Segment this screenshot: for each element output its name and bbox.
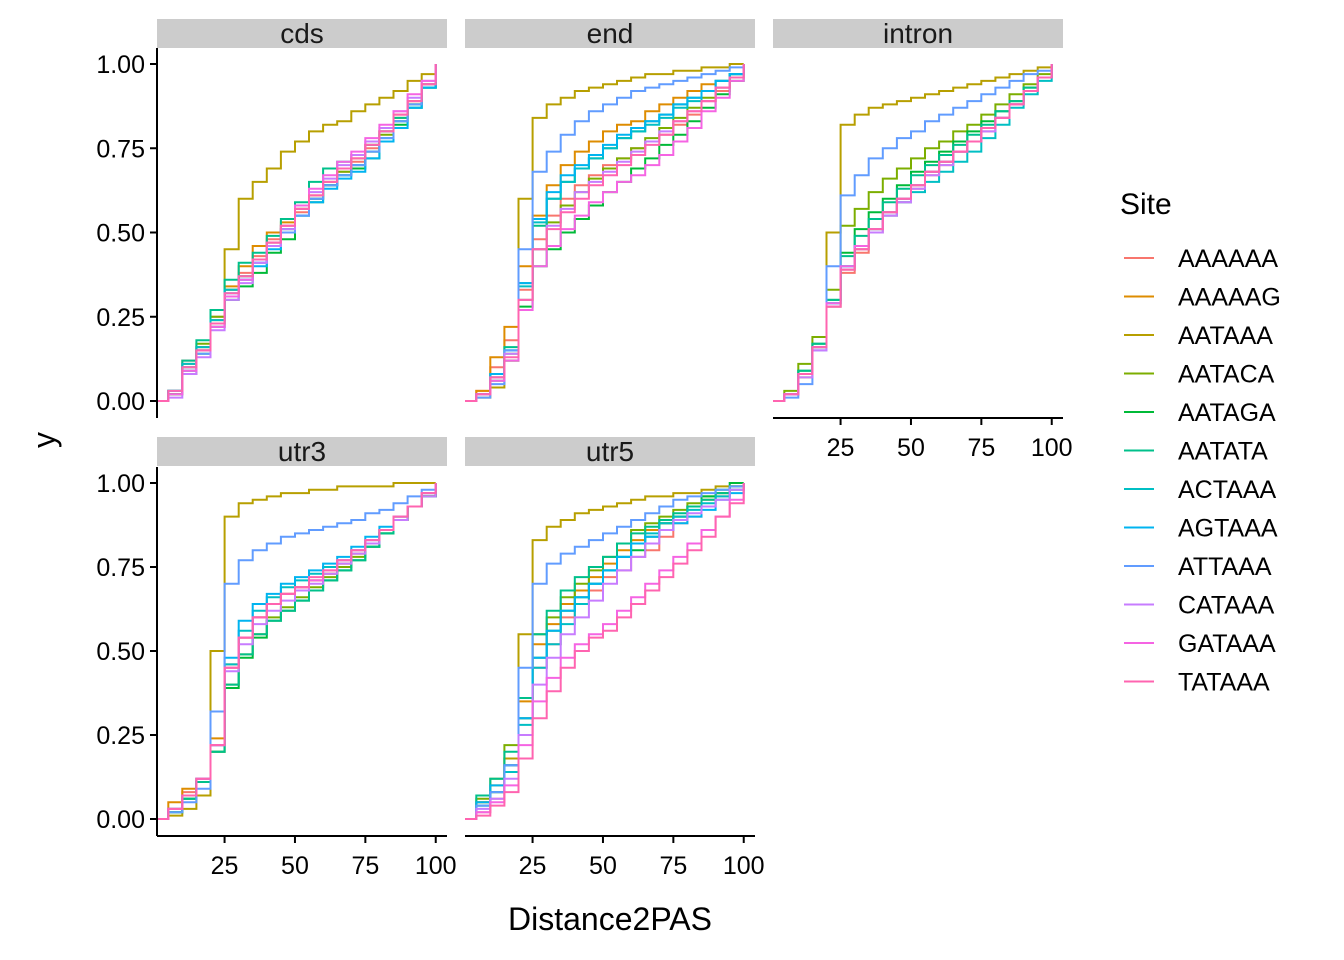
legend-item-attaaa: ATTAAA xyxy=(1124,553,1272,581)
y-tick-label: 0.50 xyxy=(96,638,145,666)
legend-item-agtaaa: AGTAAA xyxy=(1124,515,1278,543)
panel-utr5: utr5 25 50 75 100 xyxy=(465,436,765,880)
facet-strip-label: utr5 xyxy=(586,436,634,467)
legend-item-aataca: AATACA xyxy=(1124,361,1275,389)
legend-label: AATAGA xyxy=(1178,399,1276,427)
x-tick-label: 75 xyxy=(351,852,379,880)
series-line-attaaa xyxy=(465,483,745,820)
legend-label: AATAAA xyxy=(1178,322,1273,350)
legend-label: AATATA xyxy=(1178,438,1268,466)
facet-strip-label: intron xyxy=(883,18,953,49)
legend-item-actaaa: ACTAAA xyxy=(1124,476,1276,504)
series-line-tataaa xyxy=(465,64,745,402)
facet-strip xyxy=(465,437,755,466)
x-tick-label: 100 xyxy=(415,852,457,880)
y-tick-label: 0.75 xyxy=(96,135,145,163)
panel-cds: cds 0.00 0.25 0.50 0.75 1.00 xyxy=(96,18,447,418)
x-tick-label: 25 xyxy=(827,434,855,462)
series-line-tataaa xyxy=(773,64,1053,402)
x-tick-label: 100 xyxy=(1031,434,1073,462)
panel-utr3: utr3 0.00 0.25 0.50 0.75 1.00 25 50 75 100 xyxy=(96,436,456,880)
x-axis-title: Distance2PAS xyxy=(508,901,712,937)
series-line-attaaa xyxy=(157,483,437,820)
facet-strip xyxy=(157,19,447,48)
facet-strip-label: cds xyxy=(280,18,324,49)
y-tick-label: 1.00 xyxy=(96,51,145,79)
series-line-cataaa xyxy=(465,483,745,820)
series-line-attaaa xyxy=(465,64,745,402)
legend-title: Site xyxy=(1120,188,1172,221)
x-tick-label: 75 xyxy=(659,852,687,880)
y-tick-label: 0.25 xyxy=(96,304,145,332)
legend-item-aaaaaa: AAAAAA xyxy=(1124,245,1278,273)
legend-item-aaaaag: AAAAAG xyxy=(1124,284,1281,312)
legend-item-aataaa: AATAAA xyxy=(1124,322,1273,350)
x-tick-label: 50 xyxy=(589,852,617,880)
legend-item-cataaa: CATAAA xyxy=(1124,592,1275,620)
legend-label: AATACA xyxy=(1178,361,1275,389)
legend-label: AAAAAA xyxy=(1178,245,1278,273)
series-line-gataaa xyxy=(465,64,745,402)
x-tick-label: 75 xyxy=(967,434,995,462)
x-tick-label: 50 xyxy=(897,434,925,462)
legend-label: GATAAA xyxy=(1178,630,1276,658)
series-line-tataaa xyxy=(157,483,437,820)
facet-strip xyxy=(157,437,447,466)
series-line-aataaa xyxy=(465,483,745,820)
panel-end: end xyxy=(465,18,755,402)
series-line-tataaa xyxy=(465,483,745,820)
y-tick-label: 0.75 xyxy=(96,554,145,582)
legend-label: ACTAAA xyxy=(1178,476,1276,504)
series-line-aataaa xyxy=(157,482,436,820)
legend: Site AAAAAA AAAAAG AATAAA AATACA AATAGA AATAT… xyxy=(1120,188,1281,697)
y-tick-label: 0.00 xyxy=(96,388,145,416)
y-axis-title: y xyxy=(26,432,62,448)
legend-item-aataga: AATAGA xyxy=(1124,399,1276,427)
facet-strip xyxy=(465,19,755,48)
y-tick-label: 0.50 xyxy=(96,220,145,248)
y-tick-label: 0.00 xyxy=(96,806,145,834)
series-line-tataaa xyxy=(157,64,437,402)
legend-label: AGTAAA xyxy=(1178,515,1278,543)
y-tick-label: 1.00 xyxy=(96,470,145,498)
x-tick-label: 25 xyxy=(211,852,239,880)
facet-strip-label: end xyxy=(587,18,634,49)
x-tick-label: 100 xyxy=(723,852,765,880)
legend-item-tataaa: TATAAA xyxy=(1124,669,1270,697)
legend-label: CATAAA xyxy=(1178,592,1275,620)
series-line-aaaaag xyxy=(465,64,745,402)
panels-layer: cds 0.00 0.25 0.50 0.75 1.00 end intron 25 50 75 10… xyxy=(96,18,1072,880)
legend-label: TATAAA xyxy=(1178,669,1270,697)
legend-label: ATTAAA xyxy=(1178,553,1272,581)
x-tick-label: 25 xyxy=(519,852,547,880)
facet-strip xyxy=(773,19,1063,48)
facet-strip-label: utr3 xyxy=(278,436,326,467)
legend-item-gataaa: GATAAA xyxy=(1124,630,1276,658)
legend-item-aatata: AATATA xyxy=(1124,438,1268,466)
x-tick-label: 50 xyxy=(281,852,309,880)
y-tick-label: 0.25 xyxy=(96,722,145,750)
legend-label: AAAAAG xyxy=(1178,284,1281,312)
panel-intron: intron 25 50 75 100 xyxy=(773,18,1073,462)
